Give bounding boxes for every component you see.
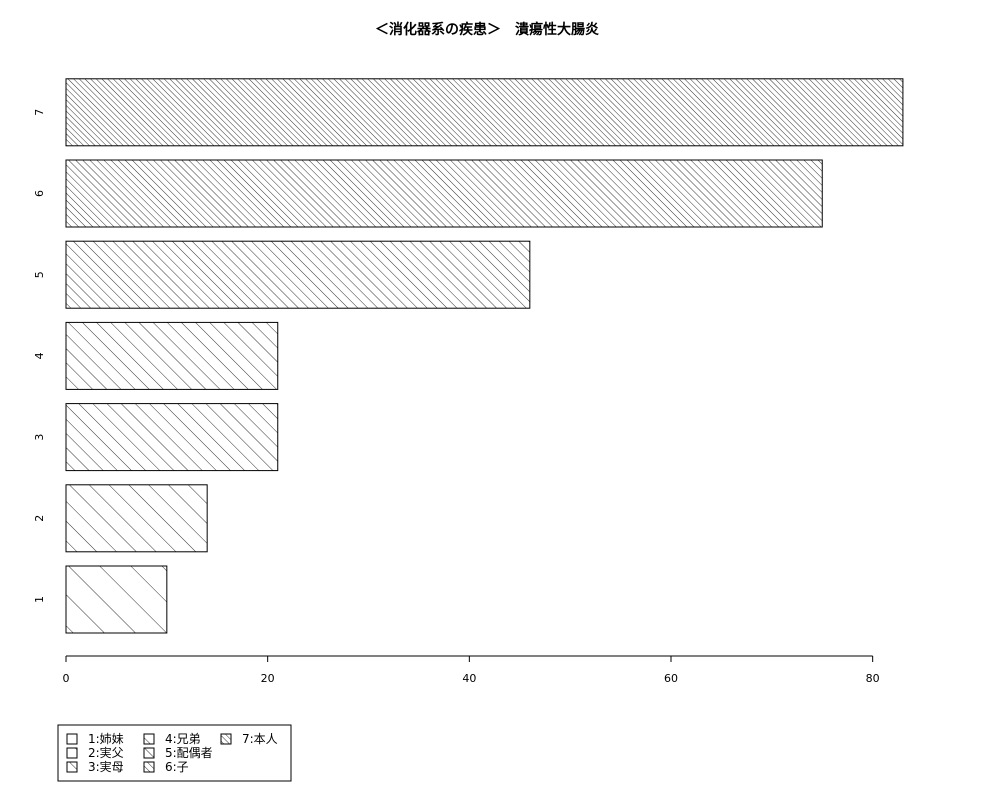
- chart-title: ＜消化器系の疾患＞ 潰瘍性大腸炎: [375, 21, 599, 38]
- y-axis-tick-labels: 1 2 3 4 5 6 7: [33, 109, 46, 603]
- legend-label: 3:実母: [88, 759, 124, 774]
- bar-3: [65, 403, 279, 472]
- y-tick-label: 6: [33, 190, 46, 197]
- legend-label: 5:配偶者: [165, 746, 213, 760]
- y-tick-label: 7: [33, 109, 46, 116]
- y-tick-label: 4: [33, 352, 46, 359]
- y-tick-label: 3: [33, 434, 46, 441]
- legend-label: 7:本人: [242, 732, 278, 746]
- legend-swatch: [143, 733, 155, 745]
- x-tick-label: 0: [63, 672, 70, 685]
- x-tick-label: 20: [261, 672, 275, 685]
- x-tick-label: 80: [866, 672, 880, 685]
- legend-label: 4:兄弟: [165, 732, 201, 746]
- bars-layer: [65, 78, 904, 634]
- bar-1: [65, 565, 168, 634]
- y-tick-label: 2: [33, 515, 46, 522]
- bar-5: [65, 240, 531, 309]
- y-tick-label: 5: [33, 271, 46, 278]
- bar-7: [65, 78, 904, 147]
- legend-swatch: [66, 747, 78, 759]
- bar-6: [65, 159, 823, 228]
- legend-swatch: [143, 761, 155, 773]
- legend-box: [57, 724, 292, 782]
- bar-4: [65, 321, 279, 390]
- legend-swatch: [143, 747, 155, 759]
- legend-swatch: [66, 761, 78, 773]
- legend-label: 1:姉妹: [88, 731, 124, 746]
- y-tick-label: 1: [33, 596, 46, 603]
- x-tick-label: 60: [664, 672, 678, 685]
- x-tick-label: 40: [462, 672, 476, 685]
- x-axis: 0 20 40 60 80: [63, 655, 880, 685]
- legend-label: 2:実父: [88, 745, 124, 760]
- bar-2: [65, 484, 208, 553]
- legend-swatch: [66, 733, 78, 745]
- legend-swatch: [220, 733, 232, 745]
- legend-label: 6:子: [165, 760, 189, 774]
